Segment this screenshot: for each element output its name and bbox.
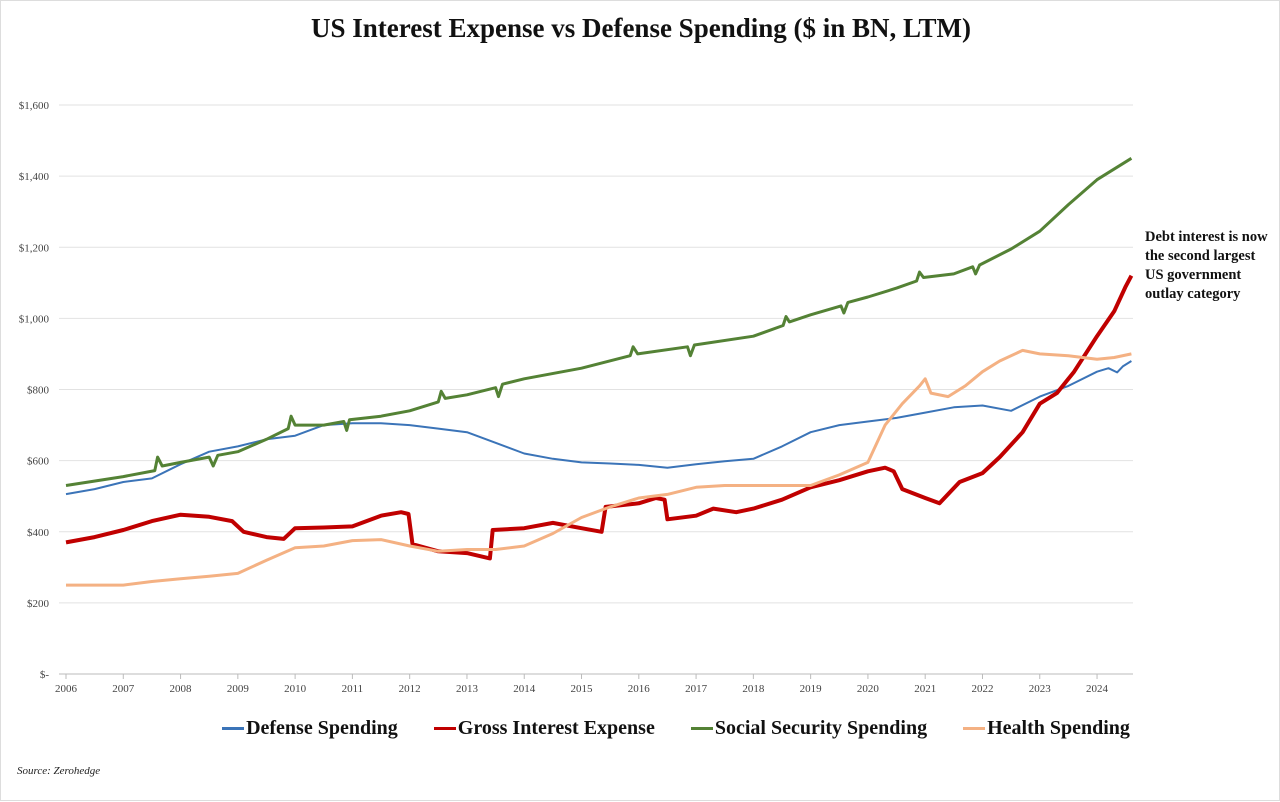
series-line-social-security-spending [65,157,1133,487]
x-tick-label: 2016 [628,683,651,695]
y-tick-label: $600 [27,456,50,468]
legend-swatch [222,727,245,730]
legend: Defense Spending Gross Interest Expense So… [1,717,1280,740]
legend-swatch [433,727,456,730]
x-tick-label: 2006 [55,683,78,695]
legend-item: Gross Interest Expense [433,717,655,740]
y-tick-label: $1,200 [19,242,50,254]
series-line-health-spending [66,348,1132,587]
y-tick-label: $- [40,669,50,681]
source-note: Source: Zerohedge [17,765,101,777]
legend-label: Gross Interest Expense [457,717,655,739]
legend-label: Health Spending [987,717,1130,739]
x-tick-label: 2011 [342,683,364,695]
x-tick-label: 2022 [971,683,993,695]
x-tick-label: 2010 [284,683,307,695]
y-tick-label: $200 [27,598,50,610]
x-tick-label: 2012 [399,683,421,695]
x-tick-label: 2009 [227,683,250,695]
legend-item: Social Security Spending [690,717,928,740]
legend-label: Social Security Spending [714,717,928,739]
x-tick-label: 2024 [1086,683,1109,695]
x-tick-label: 2017 [685,683,708,695]
x-tick-label: 2007 [112,683,135,695]
legend-item: Defense Spending [222,717,398,740]
y-tick-label: $1,000 [19,313,50,325]
legend-item: Health Spending [963,717,1130,740]
x-tick-label: 2020 [857,683,880,695]
x-tick-label: 2023 [1029,683,1052,695]
x-tick-label: 2013 [456,683,479,695]
x-tick-label: 2015 [571,683,594,695]
series-line-defense-spending [65,360,1132,496]
y-tick-label: $1,400 [19,171,50,183]
annotation: Debt interest is now the second largest … [1145,229,1268,302]
x-tick-label: 2019 [800,683,823,695]
x-tick-label: 2008 [170,683,193,695]
x-tick-label: 2021 [914,683,936,695]
series-line-gross-interest-expense [65,274,1134,561]
legend-label: Defense Spending [246,717,398,739]
y-tick-label: $800 [27,385,50,397]
y-tick-label: $400 [27,527,50,539]
chart-title: US Interest Expense vs Defense Spending … [310,13,972,43]
x-tick-label: 2014 [513,683,536,695]
legend-swatch [963,727,986,730]
legend-swatch [690,727,713,730]
y-tick-label: $1,600 [19,100,50,112]
x-tick-label: 2018 [742,683,765,695]
